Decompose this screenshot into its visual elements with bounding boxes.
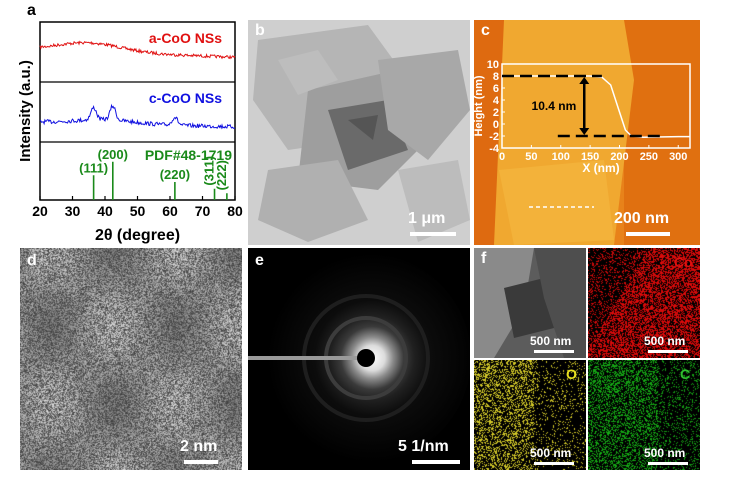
panel-e: e 5 1/nm	[248, 248, 470, 470]
inset-x-tick-label: 50	[525, 151, 537, 163]
f-tile-haadf: 500 nm	[474, 248, 586, 358]
inset-y-tick-label: 4	[493, 95, 500, 107]
inset-y-tick-label: -2	[489, 131, 499, 143]
series-label-c-coo: c-CoO NSs	[149, 90, 222, 106]
panel-e-scale-text: 5 1/nm	[398, 438, 449, 455]
panel-d: d 2 nm	[20, 248, 242, 470]
panel-c: 0 50 100 150 200 250 300 -4 -2 0 2 4 6 8 10 X (nm) Heigh…	[474, 20, 700, 245]
panel-b-scale-text: 1 μm	[408, 210, 446, 227]
inset-x-tick-label: 200	[610, 151, 628, 163]
reference-label: PDF#48-1719	[145, 147, 232, 163]
inset-x-axis-label: X (nm)	[582, 161, 619, 175]
series-label-a-coo: a-CoO NSs	[149, 30, 222, 46]
f-tile-o-scalebar	[534, 462, 574, 465]
panel-a: a 20 30 40 50 60 70 80 2θ (degree) Intensity (a.…	[0, 0, 245, 245]
inset-y-tick-label: 10	[487, 59, 499, 71]
inset-y-tick-label: 2	[493, 107, 499, 119]
co-map	[588, 248, 700, 358]
f-tile-c: C 500 nm	[588, 360, 700, 470]
panel-f: 500 nm Co 500 nm O 500 nm C 500 nm f	[474, 248, 700, 470]
x-tick-label: 80	[227, 203, 243, 219]
o-map	[474, 360, 586, 470]
inset-x-tick-label: 0	[499, 151, 505, 163]
saed-pattern	[248, 248, 470, 470]
series-line-a-coo	[39, 40, 236, 60]
inset-profile-line	[502, 75, 690, 138]
f-tile-o-scale-text: 500 nm	[530, 446, 572, 460]
inset-y-tick-label: 6	[493, 83, 499, 95]
inset-y-axis-label: Height (nm)	[474, 75, 485, 136]
reference-line-label: (111)	[79, 160, 108, 175]
panel-d-scale-text: 2 nm	[180, 438, 218, 455]
y-axis-label: Intensity (a.u.)	[17, 60, 34, 162]
f-tile-c-element: C	[680, 366, 691, 382]
panel-e-scalebar	[412, 460, 460, 464]
inset-y-tick-label: 8	[493, 71, 499, 83]
panel-c-scalebar	[626, 232, 670, 236]
x-tick-label: 60	[162, 203, 178, 219]
f-tile-haadf-scale-text: 500 nm	[530, 334, 572, 348]
f-tile-o-element: O	[566, 366, 577, 382]
panel-c-scale-text: 200 nm	[614, 210, 670, 227]
panel-a-label: a	[27, 2, 36, 19]
panel-b: b 1 μm	[248, 20, 470, 245]
panel-b-label: b	[255, 22, 265, 39]
inset-x-tick-label: 100	[552, 151, 570, 163]
x-tick-label: 50	[130, 203, 146, 219]
c-map	[588, 360, 700, 470]
inset-x-tick-label: 300	[669, 151, 687, 163]
tem-image	[248, 20, 470, 245]
reference-line-label: (222)	[214, 160, 229, 190]
series-line-c-coo	[39, 103, 236, 130]
panel-b-scalebar	[410, 232, 456, 236]
reference-line-label: (311)	[202, 156, 217, 186]
x-tick-label: 30	[65, 203, 81, 219]
inset-frame	[501, 63, 691, 149]
f-tile-c-scalebar	[648, 462, 688, 465]
x-tick-label: 70	[195, 203, 211, 219]
inset-y-tick-label: 0	[493, 119, 499, 131]
x-axis-label: 2θ (degree)	[95, 227, 180, 244]
f-tile-co-element: Co	[674, 254, 693, 270]
panel-f-label: f	[481, 250, 487, 267]
f-tile-c-scale-text: 500 nm	[644, 446, 686, 460]
inset-annotation: 10.4 nm	[532, 99, 577, 113]
inset-y-tick-label: -4	[489, 143, 500, 155]
haadf-image	[474, 248, 586, 358]
panel-d-label: d	[27, 252, 37, 269]
f-tile-co-scalebar	[648, 350, 688, 353]
f-tile-co-scale-text: 500 nm	[644, 334, 686, 348]
inset-x-tick-label: 150	[581, 151, 599, 163]
x-tick-label: 40	[97, 203, 113, 219]
xrd-chart: 20 30 40 50 60 70 80 2θ (degree) Intensity (a.u.…	[17, 21, 243, 244]
f-tile-o: O 500 nm	[474, 360, 586, 470]
reference-line-label: (200)	[98, 147, 128, 162]
x-tick-label: 20	[32, 203, 48, 219]
inset-x-tick-label: 250	[640, 151, 658, 163]
f-tile-co: Co 500 nm	[588, 248, 700, 358]
panel-c-label: c	[481, 22, 490, 39]
panel-d-scalebar	[184, 460, 218, 464]
reference-line-label: (220)	[160, 167, 190, 182]
inset-arrow-head-up	[579, 77, 590, 84]
f-tile-haadf-scalebar	[534, 350, 574, 353]
inset-arrow-head-down	[579, 128, 590, 135]
panel-e-label: e	[255, 252, 264, 269]
hrtem-image	[20, 248, 242, 470]
